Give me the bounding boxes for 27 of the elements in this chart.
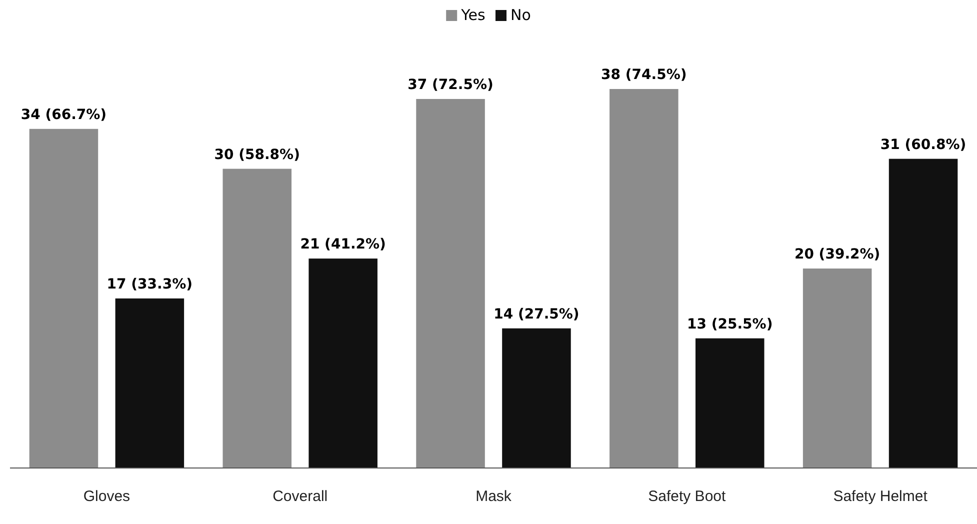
x-tick-label: Coverall bbox=[272, 488, 328, 505]
data-label: 21 (41.2%) bbox=[300, 236, 386, 253]
data-label: 34 (66.7%) bbox=[20, 106, 107, 123]
x-tick-label: Safety Boot bbox=[648, 488, 726, 505]
data-label: 30 (58.8%) bbox=[214, 146, 300, 163]
bar bbox=[502, 328, 571, 468]
data-label: 13 (25.5%) bbox=[687, 316, 773, 332]
legend-label: Yes bbox=[460, 6, 486, 24]
bar bbox=[610, 89, 678, 468]
bar bbox=[802, 268, 872, 468]
legend-label: No bbox=[510, 6, 531, 24]
x-tick-label: Safety Helmet bbox=[833, 488, 928, 505]
x-tick-label: Mask bbox=[476, 488, 512, 505]
data-label: 14 (27.5%) bbox=[494, 306, 580, 322]
x-tick-label: Gloves bbox=[83, 488, 130, 505]
bar bbox=[695, 338, 764, 468]
data-label: 37 (72.5%) bbox=[408, 76, 494, 93]
bar bbox=[222, 168, 292, 468]
data-label: 17 (33.3%) bbox=[106, 276, 193, 292]
data-label: 20 (39.2%) bbox=[794, 246, 880, 263]
bar bbox=[308, 258, 378, 468]
bar bbox=[115, 298, 184, 468]
bar bbox=[29, 128, 98, 468]
bar bbox=[416, 98, 485, 468]
data-label: 38 (74.5%) bbox=[601, 67, 687, 83]
bar bbox=[888, 158, 958, 468]
data-label: 31 (60.8%) bbox=[880, 136, 966, 153]
